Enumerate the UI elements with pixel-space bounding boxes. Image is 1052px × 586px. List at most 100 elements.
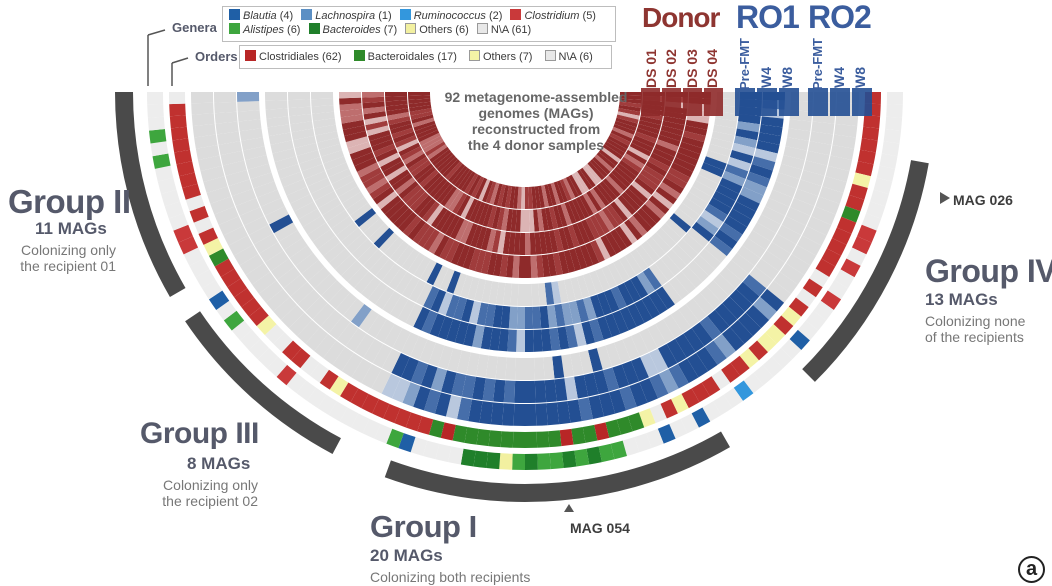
donor-ring-cell [558, 227, 569, 251]
ro2-ring-cell [704, 340, 727, 365]
donor-ring-cell [606, 204, 624, 226]
ro2-ring-cell [237, 92, 260, 102]
ro2-ring-cell [283, 274, 308, 297]
genus-ring-cell [148, 129, 167, 144]
ro1-ring-cell [317, 137, 341, 150]
genera-connector-tip [147, 29, 166, 36]
ro2-ring-cell [832, 134, 856, 149]
genus-ring-cell [410, 437, 428, 456]
genus-ring-cell [820, 290, 842, 310]
group-iii-arc [185, 311, 341, 455]
ro2-ring-cell [214, 92, 237, 103]
donor-ring-cell [339, 97, 362, 105]
ro2-ring-cell [552, 355, 565, 379]
ro1-ring-cell [363, 249, 384, 271]
donor-ring-cell [639, 116, 663, 126]
donor-ring-cell [571, 173, 586, 194]
ro2-ring-cell [649, 348, 669, 373]
ro2-ring-cell [578, 397, 593, 422]
donor-ring-cell [371, 139, 394, 152]
ro2-ring-cell [301, 259, 325, 282]
donor-ring-cell [497, 184, 506, 207]
donor-ring-cell [606, 138, 627, 153]
ro2-ring-cell [525, 403, 537, 426]
donor-ring-cell [419, 169, 439, 188]
ro1-ring-cell [727, 157, 751, 172]
ro2-ring-cell [588, 395, 605, 420]
ro2-ring-cell [258, 280, 283, 303]
genus-ring-cell [208, 290, 230, 310]
donor-ring-cell [544, 230, 553, 254]
ro2-ring-cell [629, 382, 648, 407]
donor-ring-cell [432, 180, 451, 201]
ro1-ring-cell [311, 105, 335, 114]
ro2-ring-cell [335, 292, 358, 316]
ro1-ring-cell [565, 325, 578, 349]
ro1-ring-cell [481, 279, 493, 303]
ro2-ring-cell [822, 176, 847, 194]
donor-ring-cell [501, 208, 509, 231]
genus-ring-cell [680, 413, 699, 434]
donor-ring-cell [619, 222, 638, 244]
donor-ring-cell [568, 174, 583, 196]
ro2-ring-cell [534, 357, 545, 380]
col-ro1-prefmt: Pre-FMT [737, 38, 752, 90]
donor-ring-cell [394, 135, 417, 148]
donor-ring-cell [582, 165, 599, 186]
donor-ring-cell [637, 123, 660, 135]
ro1-ring-cell [272, 148, 296, 163]
donor-ring-cell [614, 225, 633, 248]
donor-ring-cell [445, 161, 463, 181]
donor-ring-cell [362, 106, 386, 115]
donor-ring-cell [409, 108, 432, 116]
donor-ring-cell [450, 242, 465, 266]
ro1-ring-cell [495, 282, 506, 305]
ro1-ring-cell [312, 118, 336, 129]
donor-ring-cell [660, 125, 684, 136]
ro1-ring-cell [267, 124, 291, 137]
donor-ring-cell [611, 169, 631, 188]
ro1-ring-cell [596, 292, 612, 316]
order-ring-cell [383, 403, 401, 424]
ro1-ring-cell [508, 306, 518, 329]
ro2-ring-cell [468, 399, 483, 423]
ro2-ring-cell [678, 303, 700, 328]
legend-item-ruminococcus: Ruminococcus (2) [399, 9, 502, 22]
ro1-ring-cell [623, 279, 642, 303]
ro2-ring-cell [228, 235, 254, 256]
donor-ring-cell [417, 198, 437, 219]
legend-item-orders-na: N\A (6) [544, 50, 593, 63]
donor-ring-cell [650, 152, 673, 167]
donor-ring-cell [642, 165, 665, 182]
ro1-ring-cell [754, 148, 778, 163]
ro1-ring-cell [648, 291, 668, 315]
panel-letter: a [1018, 556, 1045, 583]
donor-ring-cell [442, 159, 461, 178]
ro2-ring-cell [722, 296, 745, 320]
order-ring-cell [845, 194, 865, 212]
ro2-ring-cell [502, 403, 515, 426]
ro1-ring-cell [714, 118, 738, 129]
donor-ring-cell [440, 212, 456, 235]
ro1-ring-cell [583, 296, 597, 321]
donor-ring-cell [670, 162, 693, 178]
ro1-ring-cell [318, 197, 342, 216]
genus-ring-cell [525, 453, 538, 470]
ro1-ring-cell [384, 236, 404, 259]
donor-ring-cell [373, 143, 396, 157]
donor-ring-cell [652, 148, 675, 163]
ro2-ring-cell [825, 165, 850, 183]
ro1-ring-cell [532, 306, 542, 329]
donor-ring-cell [427, 144, 448, 160]
donor-ring-cell [619, 101, 642, 108]
ro2-ring-cell [574, 374, 589, 399]
ro1-ring-cell [641, 240, 661, 263]
ro2-ring-cell [238, 119, 262, 132]
ro1-ring-cell [507, 329, 517, 352]
donor-ring-cell [340, 114, 364, 124]
ro2-ring-cell [381, 373, 401, 399]
order-ring-cell [176, 161, 195, 177]
donor-ring-cell [501, 185, 509, 208]
ro1-ring-cell [430, 289, 447, 313]
ro2-ring-cell [457, 397, 472, 422]
